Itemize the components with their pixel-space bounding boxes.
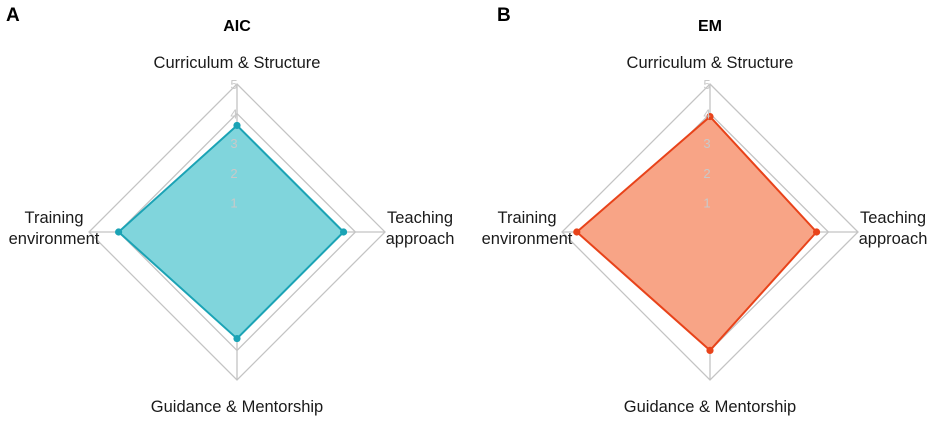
panel-letter: A	[6, 5, 20, 26]
axis-label: Curriculum & Structure	[627, 54, 794, 72]
radar-panel-b: B EM 1 2 3 4 5 Curriculum & Structure Teaching ap…	[482, 5, 928, 416]
axis-label: Training environment	[482, 209, 573, 248]
radar-panel-a: A AIC 1 2 3 4 5 Curriculum & Structure Teaching a…	[6, 5, 454, 416]
panel-letter: B	[497, 5, 511, 26]
data-point	[233, 121, 241, 130]
axis-label: Guidance & Mentorship	[151, 398, 323, 416]
data-point	[233, 334, 241, 343]
tick-label: 5	[230, 77, 237, 92]
axis-label-line: Curriculum & Structure	[627, 54, 794, 72]
tick-label: 3	[703, 136, 710, 151]
axis-label-line: environment	[9, 230, 100, 248]
axis-label-line: environment	[482, 230, 573, 248]
axis-label: Curriculum & Structure	[154, 54, 321, 72]
tick-label: 4	[703, 107, 710, 122]
data-point	[812, 228, 821, 236]
axis-label: Teaching approach	[859, 209, 928, 248]
panel-title: AIC	[223, 18, 251, 35]
data-point	[706, 346, 714, 354]
axis-label-line: approach	[859, 230, 928, 248]
data-point	[706, 112, 714, 121]
axis-label-line: approach	[386, 230, 455, 248]
axis-label-line: Curriculum & Structure	[154, 54, 321, 72]
panel-title: EM	[698, 18, 722, 35]
axis-label-line: Guidance & Mentorship	[151, 398, 323, 416]
tick-label: 2	[703, 166, 710, 181]
axis-label: Training environment	[9, 209, 100, 248]
axis-label-line: Teaching	[860, 209, 926, 227]
data-point	[339, 228, 348, 236]
axis-label-line: Training	[498, 209, 557, 227]
series-area	[575, 115, 818, 352]
data-point	[115, 228, 123, 236]
tick-label: 4	[230, 107, 237, 122]
axis-label-line: Teaching	[387, 209, 453, 227]
tick-label: 2	[230, 166, 237, 181]
tick-label: 3	[230, 136, 237, 151]
axis-label-line: Training	[25, 209, 84, 227]
tick-label: 1	[703, 195, 710, 210]
axis-label-line: Guidance & Mentorship	[624, 398, 796, 416]
axis-label: Guidance & Mentorship	[624, 398, 796, 416]
tick-label: 5	[703, 77, 710, 92]
data-point	[573, 228, 581, 236]
tick-label: 1	[230, 195, 237, 210]
axis-label: Teaching approach	[386, 209, 455, 248]
